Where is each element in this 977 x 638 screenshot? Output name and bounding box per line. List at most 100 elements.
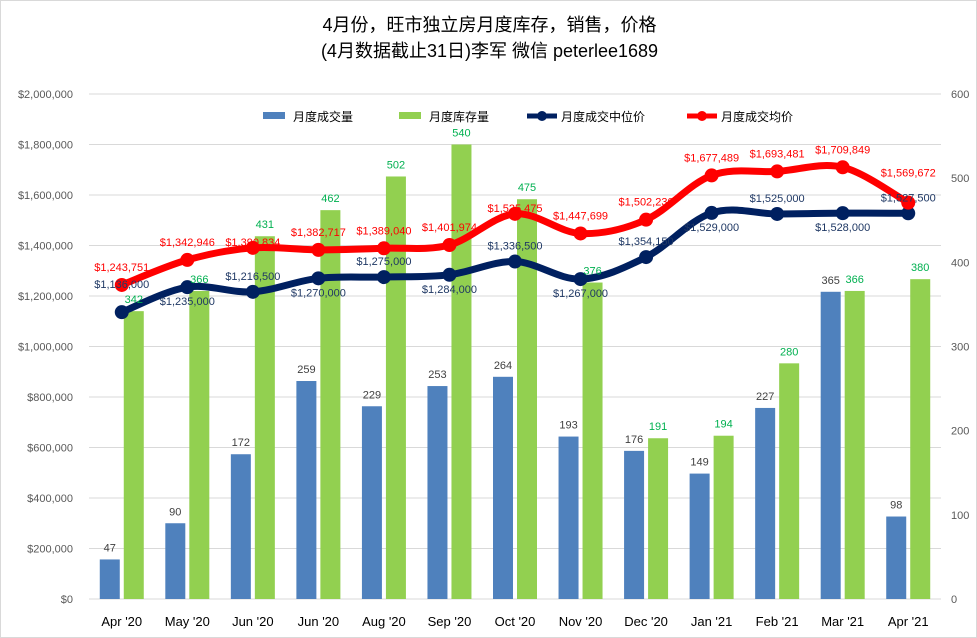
line-data-label: $1,284,000 bbox=[422, 284, 477, 296]
bar-sales bbox=[427, 386, 448, 599]
x-axis-tick-label: Jan '21 bbox=[691, 614, 733, 629]
line-data-label: $1,389,040 bbox=[356, 225, 411, 237]
right-axis-tick-label: 0 bbox=[951, 594, 957, 606]
left-axis-tick-label: $0 bbox=[61, 594, 73, 606]
bar-data-label: 264 bbox=[494, 360, 512, 372]
median-price-marker bbox=[180, 280, 195, 295]
bar-inventory bbox=[713, 435, 734, 599]
bar-data-label: 475 bbox=[518, 182, 536, 194]
line-data-label: $1,267,000 bbox=[553, 288, 608, 300]
bar-inventory bbox=[189, 290, 210, 599]
average-price-marker bbox=[508, 206, 522, 221]
line-data-label: $1,342,946 bbox=[160, 237, 215, 249]
average-price-marker bbox=[376, 241, 391, 256]
bar-data-label: 227 bbox=[756, 391, 774, 403]
line-data-label: $1,447,699 bbox=[553, 210, 608, 222]
bar-sales bbox=[165, 523, 186, 599]
bar-data-label: 540 bbox=[452, 128, 470, 140]
bar-data-label: 47 bbox=[104, 542, 116, 554]
median-price-marker bbox=[245, 284, 260, 299]
legend-label: 月度成交中位价 bbox=[561, 109, 645, 124]
bars-layer bbox=[99, 144, 931, 600]
legend-label: 月度库存量 bbox=[429, 109, 489, 124]
line-data-label: $1,390,834 bbox=[225, 237, 280, 249]
bar-sales bbox=[230, 454, 251, 599]
bar-inventory bbox=[517, 199, 537, 600]
line-data-label: $1,336,500 bbox=[487, 241, 542, 253]
average-price-marker bbox=[835, 160, 850, 175]
line-data-label: $1,401,974 bbox=[422, 222, 477, 234]
median-price-marker bbox=[704, 205, 719, 220]
line-data-label: $1,525,475 bbox=[487, 203, 542, 215]
bar-sales bbox=[886, 516, 907, 599]
bar-inventory bbox=[320, 210, 341, 599]
left-axis-tick-label: $200,000 bbox=[27, 544, 73, 556]
x-axis-tick-label: Feb '21 bbox=[756, 614, 799, 629]
bar-inventory bbox=[844, 290, 865, 599]
line-data-label: $1,527,500 bbox=[881, 192, 936, 204]
legend-swatch-marker bbox=[697, 111, 707, 121]
bar-data-label: 253 bbox=[428, 369, 446, 381]
labels-layer: $0 $200,000 $400,000 $600,000 $800,000 $1,000… bbox=[18, 89, 969, 629]
legend-label: 月度成交均价 bbox=[721, 109, 793, 124]
bar-sales bbox=[493, 376, 513, 599]
left-axis-tick-label: $1,200,000 bbox=[18, 291, 73, 303]
x-axis-tick-label: Sep '20 bbox=[428, 614, 472, 629]
right-axis-tick-label: 400 bbox=[951, 257, 969, 269]
x-axis-tick-label: Aug '20 bbox=[362, 614, 406, 629]
bar-inventory bbox=[123, 311, 144, 599]
line-data-label: $1,354,150 bbox=[619, 236, 674, 248]
bar-data-label: 172 bbox=[232, 437, 250, 449]
left-axis-tick-label: $2,000,000 bbox=[18, 89, 73, 101]
line-data-label: $1,529,000 bbox=[684, 222, 739, 234]
x-axis-tick-label: May '20 bbox=[165, 614, 210, 629]
bar-sales bbox=[296, 381, 317, 599]
bar-inventory bbox=[779, 363, 800, 599]
left-axis-tick-label: $400,000 bbox=[27, 493, 73, 505]
chart-title-line-2: (4月数据截止31日)李军 微信 peterlee1689 bbox=[320, 41, 659, 61]
right-axis-tick-label: 100 bbox=[951, 510, 969, 522]
x-axis-tick-label: Nov '20 bbox=[559, 614, 603, 629]
line-data-label: $1,235,000 bbox=[160, 296, 215, 308]
bar-data-label: 194 bbox=[714, 419, 732, 431]
average-price-marker bbox=[639, 212, 654, 227]
bar-data-label: 366 bbox=[846, 274, 864, 286]
legend-swatch bbox=[399, 112, 421, 119]
average-price-marker bbox=[901, 195, 916, 210]
bar-inventory bbox=[648, 438, 669, 599]
bar-sales bbox=[689, 473, 710, 599]
bar-data-label: 98 bbox=[890, 500, 902, 512]
average-price-marker bbox=[114, 277, 129, 292]
bar-sales bbox=[361, 406, 382, 599]
left-axis-tick-label: $1,600,000 bbox=[18, 190, 73, 202]
bar-data-label: 149 bbox=[690, 457, 708, 469]
legend-swatch bbox=[263, 112, 285, 119]
median-price-marker bbox=[770, 206, 785, 221]
bar-data-label: 380 bbox=[911, 262, 929, 274]
bar-sales bbox=[558, 436, 579, 599]
average-price-marker bbox=[180, 252, 195, 267]
bar-sales bbox=[755, 407, 776, 599]
left-axis-tick-label: $1,000,000 bbox=[18, 342, 73, 354]
line-data-label: $1,677,489 bbox=[684, 152, 739, 164]
median-price-marker bbox=[114, 305, 129, 320]
bar-sales bbox=[99, 559, 120, 599]
right-axis-tick-label: 300 bbox=[951, 342, 969, 354]
line-data-label: $1,275,000 bbox=[356, 256, 411, 268]
line-data-label: $1,270,000 bbox=[291, 287, 346, 299]
x-axis-tick-label: Mar '21 bbox=[821, 614, 864, 629]
bar-data-label: 280 bbox=[780, 346, 798, 358]
line-data-label: $1,243,751 bbox=[94, 262, 149, 274]
average-price-marker bbox=[245, 240, 260, 255]
median-price-marker bbox=[639, 250, 654, 265]
median-price-marker bbox=[311, 271, 326, 286]
x-axis-tick-label: Oct '20 bbox=[495, 614, 536, 629]
bar-inventory bbox=[385, 176, 406, 599]
line-data-label: $1,569,672 bbox=[881, 168, 936, 180]
median-price-marker bbox=[901, 206, 916, 221]
average-price-marker bbox=[573, 226, 588, 241]
right-axis-tick-label: 600 bbox=[951, 89, 969, 101]
left-axis-tick-label: $1,400,000 bbox=[18, 241, 73, 253]
bar-data-label: 342 bbox=[125, 294, 143, 306]
